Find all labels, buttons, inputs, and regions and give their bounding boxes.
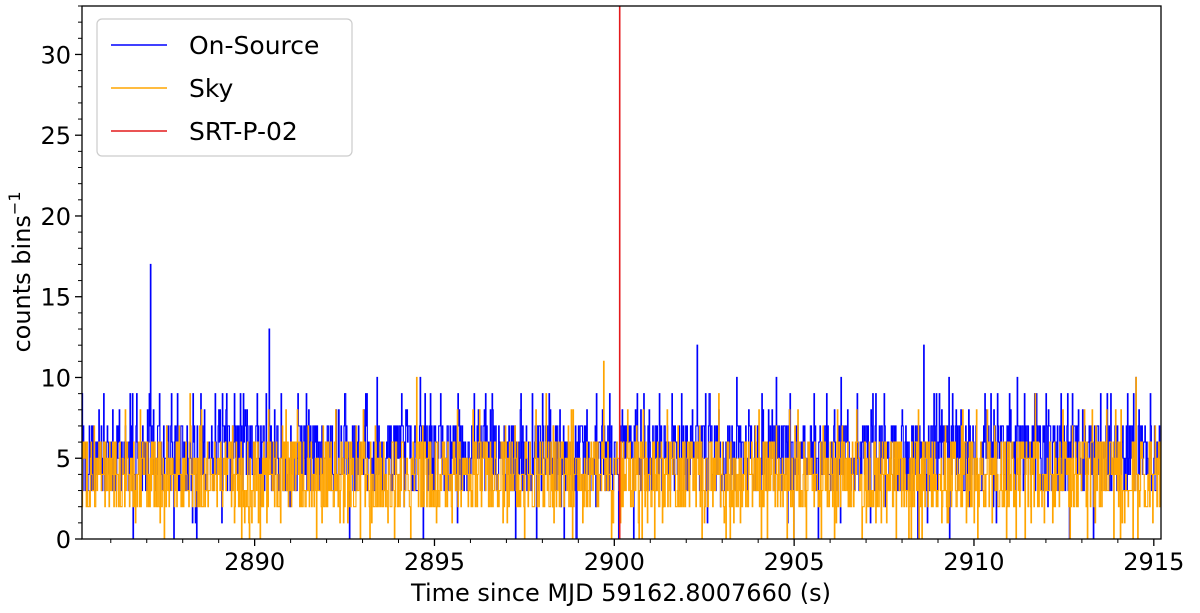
x-tick-label: 2905 (764, 548, 825, 576)
y-tick-label: 5 (56, 445, 71, 473)
legend-box (96, 18, 353, 157)
x-tick-label: 2890 (224, 548, 285, 576)
x-axis-label: Time since MJD 59162.8007660 (s) (410, 579, 831, 607)
legend-label-on-source: On-Source (189, 31, 319, 60)
y-axis-label-main: counts bins (8, 215, 36, 352)
legend-label-srt-p-02: SRT-P-02 (189, 117, 298, 146)
y-axis-label-superscript: −1 (5, 191, 24, 215)
data-layer (82, 6, 1161, 540)
y-tick-label: 10 (40, 364, 71, 392)
legend-label-sky: Sky (189, 74, 233, 103)
y-tick-label: 15 (40, 284, 71, 312)
y-tick-label: 30 (40, 41, 71, 69)
plot-frame (81, 5, 1162, 540)
y-tick-label: 0 (56, 526, 71, 554)
axes-layer: 2890 2895 2900 2905 2910 2915 0 5 10 15 20 25 30 (40, 5, 1184, 576)
y-axis-label: counts bins−1 (5, 191, 36, 352)
x-tick-label: 2900 (584, 548, 645, 576)
y-tick-label: 20 (40, 203, 71, 231)
series-line-sky (82, 360, 1161, 540)
x-tick-label: 2895 (404, 548, 465, 576)
legend: On-Source Sky SRT-P-02 (96, 18, 353, 157)
x-tick-label: 2915 (1123, 548, 1184, 576)
y-tick-label: 25 (40, 122, 71, 150)
x-tick-label: 2910 (943, 548, 1004, 576)
